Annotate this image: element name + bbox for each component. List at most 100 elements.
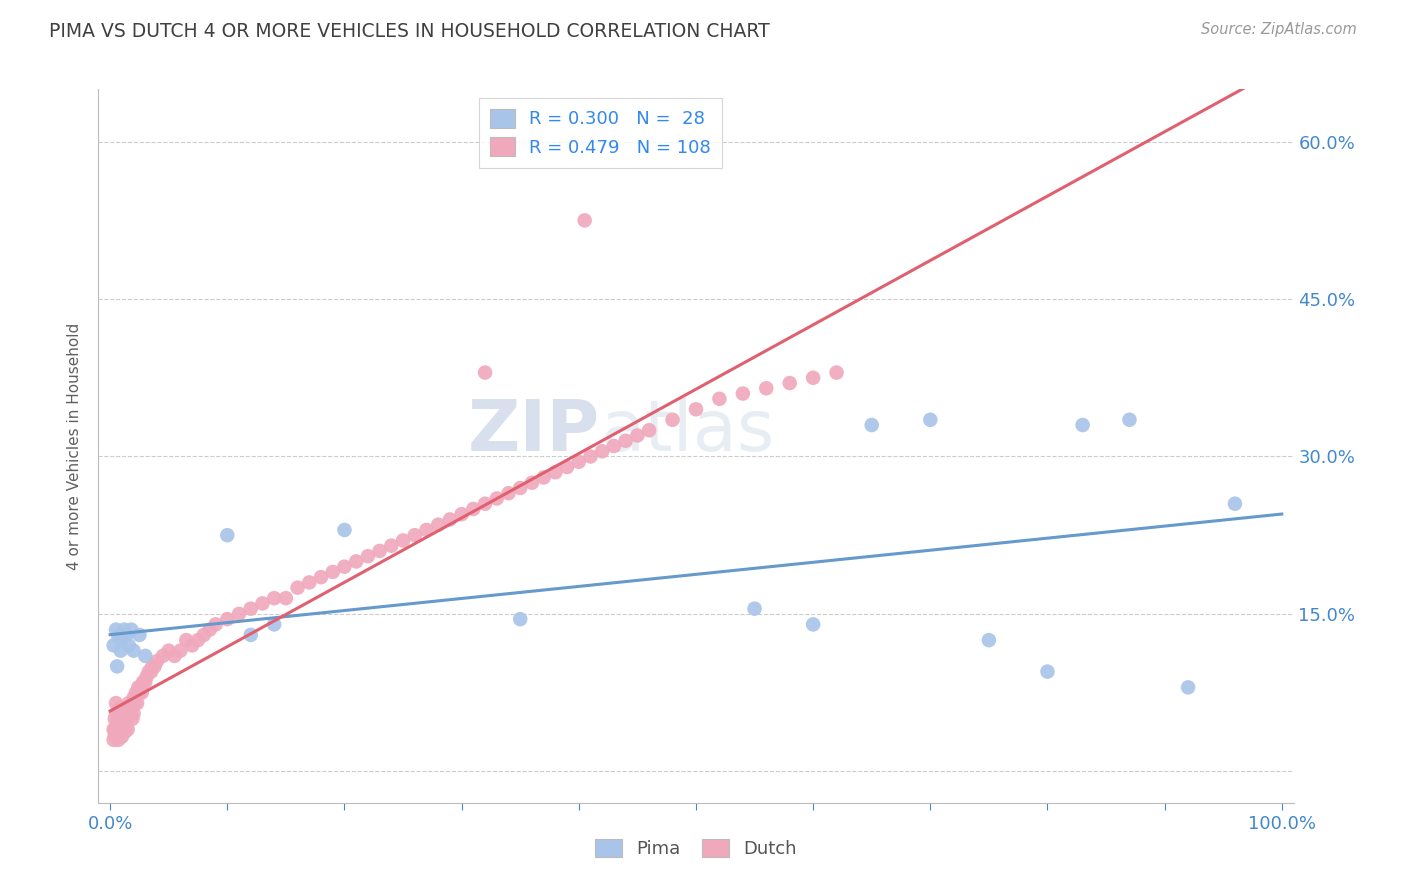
Point [404, 528, 426, 542]
Point [204, 617, 226, 632]
Point [427, 517, 450, 532]
Point [591, 444, 613, 458]
Point [141, 659, 163, 673]
Point [138, 665, 160, 679]
Point [110, 712, 132, 726]
Point [122, 706, 145, 721]
Point [108, 717, 131, 731]
Point [544, 465, 567, 479]
Point [112, 712, 135, 726]
Point [239, 601, 262, 615]
Point [125, 685, 148, 699]
Point [128, 628, 150, 642]
Legend: Pima, Dutch: Pima, Dutch [588, 831, 804, 865]
Point [368, 544, 391, 558]
Point [121, 712, 143, 726]
Point [135, 670, 157, 684]
Point [568, 455, 591, 469]
Point [193, 628, 215, 642]
Point [217, 528, 239, 542]
Point [103, 639, 125, 653]
Point [463, 502, 485, 516]
Point [187, 633, 209, 648]
Point [132, 675, 155, 690]
Point [111, 633, 134, 648]
Point [105, 623, 128, 637]
Point [141, 665, 163, 679]
Point [392, 533, 415, 548]
Point [661, 413, 683, 427]
Point [127, 681, 149, 695]
Point [107, 724, 129, 739]
Point [860, 417, 883, 432]
Point [603, 439, 626, 453]
Point [685, 402, 707, 417]
Point [709, 392, 731, 406]
Point [103, 732, 125, 747]
Point [122, 690, 145, 705]
Point [105, 723, 128, 737]
Point [104, 712, 127, 726]
Point [485, 491, 508, 506]
Point [131, 685, 153, 699]
Point [115, 714, 138, 728]
Point [112, 723, 135, 737]
Point [103, 723, 125, 737]
Point [146, 654, 169, 668]
Point [117, 723, 139, 737]
Point [920, 413, 942, 427]
Point [114, 724, 136, 739]
Point [107, 723, 129, 737]
Point [105, 717, 128, 731]
Point [134, 648, 156, 663]
Point [122, 643, 145, 657]
Point [1118, 413, 1140, 427]
Point [169, 643, 191, 657]
Point [217, 612, 239, 626]
Point [120, 706, 141, 721]
Point [112, 623, 135, 637]
Point [115, 628, 138, 642]
Point [344, 554, 367, 568]
Point [174, 633, 197, 648]
Point [105, 659, 128, 673]
Y-axis label: 4 or more Vehicles in Household: 4 or more Vehicles in Household [67, 322, 83, 570]
Point [1223, 497, 1246, 511]
Point [731, 386, 754, 401]
Point [107, 706, 129, 721]
Point [105, 696, 128, 710]
Point [274, 591, 297, 606]
Text: ZIP: ZIP [468, 397, 600, 467]
Point [105, 717, 128, 731]
Point [117, 706, 139, 721]
Point [509, 612, 531, 626]
Point [111, 706, 134, 721]
Point [357, 549, 380, 564]
Point [127, 696, 149, 710]
Point [114, 706, 136, 721]
Point [107, 630, 129, 644]
Point [287, 581, 309, 595]
Point [118, 639, 141, 653]
Point [108, 701, 131, 715]
Point [744, 601, 766, 615]
Point [755, 381, 778, 395]
Point [1071, 417, 1094, 432]
Point [143, 659, 166, 673]
Point [152, 648, 174, 663]
Point [105, 706, 128, 721]
Point [163, 648, 186, 663]
Point [252, 596, 274, 610]
Point [439, 512, 461, 526]
Point [112, 717, 135, 731]
Point [322, 565, 344, 579]
Point [124, 696, 146, 710]
Point [1036, 665, 1059, 679]
Point [104, 723, 127, 737]
Point [120, 701, 142, 715]
Point [555, 460, 578, 475]
Point [298, 575, 321, 590]
Point [107, 732, 129, 747]
Point [498, 486, 520, 500]
Point [108, 728, 131, 742]
